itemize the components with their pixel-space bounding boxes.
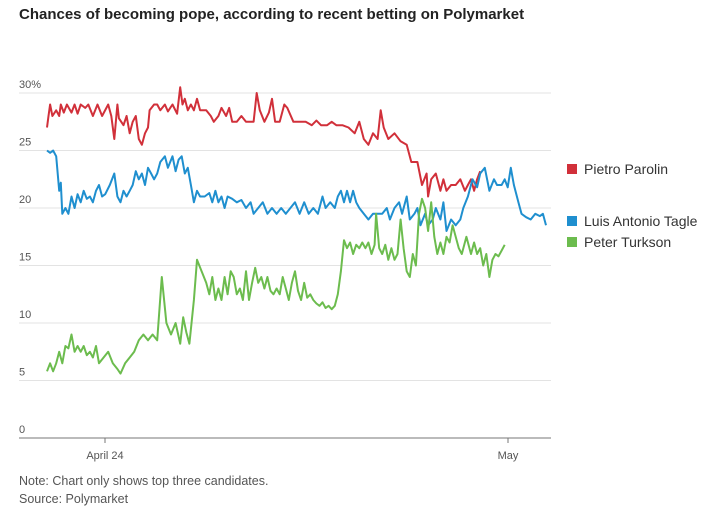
x-axis: April 24 May [86, 438, 519, 462]
y-tick-label: 25 [19, 137, 31, 149]
series-line-pietro-parolin [46, 86, 482, 198]
legend-swatch [567, 237, 577, 247]
chart-title: Chances of becoming pope, according to r… [19, 6, 525, 23]
y-tick-label: 20 [19, 194, 31, 206]
legend-swatch [567, 216, 577, 226]
legend: Pietro Parolin Luis Antonio Tagle Peter Tu… [567, 161, 698, 250]
x-tick-label: May [498, 450, 519, 462]
x-tick-label: April 24 [86, 450, 123, 462]
series-lines [46, 86, 547, 375]
y-tick-label: 15 [19, 252, 31, 264]
chart-source: Source: Polymarket [19, 492, 129, 506]
legend-label: Luis Antonio Tagle [584, 213, 698, 229]
y-tick-label: 0 [19, 424, 25, 436]
legend-swatch [567, 164, 577, 174]
y-tick-label: 10 [19, 309, 31, 321]
y-tick-label: 5 [19, 367, 25, 379]
y-tick-label: 30% [19, 79, 41, 91]
chart-note: Note: Chart only shows top three candida… [19, 474, 269, 488]
series-line-peter-turkson [46, 197, 506, 375]
gridlines: 0 5 10 15 20 25 30% [19, 79, 551, 439]
legend-label: Pietro Parolin [584, 161, 668, 177]
series-line-luis-antonio-tagle [46, 149, 547, 232]
legend-label: Peter Turkson [584, 234, 671, 250]
